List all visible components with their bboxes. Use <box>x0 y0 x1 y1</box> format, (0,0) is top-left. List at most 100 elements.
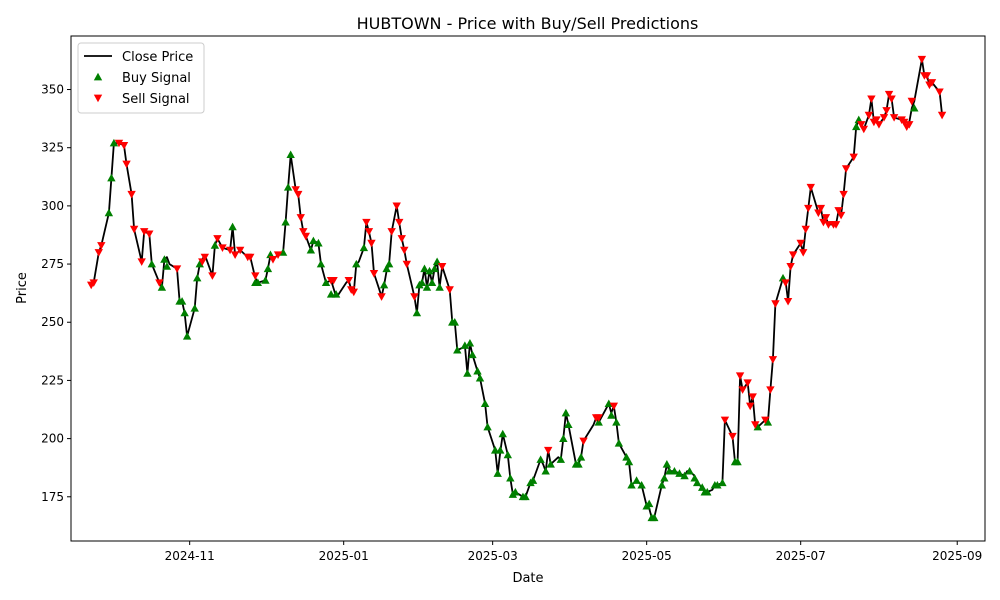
buy-signal-marker <box>261 276 270 284</box>
x-axis-label: Date <box>512 571 543 586</box>
sell-signal-marker <box>874 121 884 129</box>
buy-signal-marker <box>692 478 702 487</box>
sell-signal-marker <box>882 107 891 115</box>
buy-signal-marker <box>594 418 603 426</box>
sell-signal-marker <box>935 88 944 97</box>
sell-signal-marker <box>89 279 98 287</box>
x-tick-label: 2025-07 <box>776 549 826 563</box>
buy-signal-marker <box>412 308 422 317</box>
sell-signal-marker <box>927 79 937 87</box>
buy-signal-marker <box>453 345 462 354</box>
buy-signal-marker <box>157 283 167 291</box>
legend-entry-label: Buy Signal <box>122 71 191 86</box>
sell-signal-marker <box>922 72 932 80</box>
sell-signal-marker <box>273 251 283 259</box>
buy-signal-marker <box>460 341 470 349</box>
sell-signal-marker <box>397 235 406 243</box>
buy-signal-marker <box>195 259 204 268</box>
sell-signal-marker <box>743 379 752 387</box>
x-tick-label: 2025-01 <box>319 549 369 563</box>
y-tick-label: 350 <box>41 83 64 97</box>
buy-signal-marker <box>604 399 613 408</box>
buy-signal-marker <box>496 446 505 454</box>
buy-signal-marker <box>468 350 477 359</box>
sell-signal-marker <box>208 272 217 280</box>
sell-signal-marker <box>235 246 245 255</box>
sell-signal-marker <box>801 225 810 234</box>
sell-signal-marker <box>751 421 760 429</box>
sell-signal-marker <box>294 190 303 199</box>
sell-signal-marker <box>114 139 124 148</box>
buy-signal-marker <box>733 457 742 466</box>
legend-sell-swatch <box>93 94 103 103</box>
y-axis: 175 200 225 250 275 300 325 350 <box>41 83 71 504</box>
buy-signal-marker <box>107 173 116 182</box>
buy-signal-marker <box>493 469 502 477</box>
sell-signal-marker <box>251 272 260 280</box>
buy-signal-marker <box>574 460 583 468</box>
buy-signal-marker <box>210 241 220 249</box>
sell-signal-marker <box>129 225 139 234</box>
sell-signal-marker <box>127 190 136 199</box>
buy-signal-marker <box>685 466 694 475</box>
buy-signal-marker <box>713 480 722 489</box>
buy-signal-marker <box>528 476 538 484</box>
buy-signal-marker <box>286 150 295 159</box>
sell-signal-marker <box>783 297 793 306</box>
buy-signal-marker <box>228 222 237 231</box>
y-tick-label: 325 <box>41 141 64 155</box>
sell-signal-marker <box>225 246 235 255</box>
x-tick-label: 2025-03 <box>468 549 518 563</box>
sell-signal-marker <box>230 251 240 259</box>
sell-signal-marker <box>728 432 737 441</box>
sell-signal-marker <box>745 402 755 411</box>
buy-signal-marker <box>521 492 530 501</box>
buy-signal-marker <box>384 259 394 268</box>
buy-signal-marker <box>561 408 571 417</box>
sell-signal-marker <box>200 253 210 262</box>
buy-signal-marker <box>624 457 634 466</box>
x-tick-label: 2025-05 <box>622 549 672 563</box>
buy-signal-marker <box>910 103 919 112</box>
sell-signal-marker <box>905 121 914 129</box>
buy-signal-marker <box>559 434 568 442</box>
buy-signal-marker <box>498 429 507 438</box>
sell-signal-marker <box>917 55 927 64</box>
buy-signal-marker <box>278 248 288 256</box>
sell-signal-marker <box>364 228 374 236</box>
sell-signal-marker <box>761 416 770 425</box>
sell-signal-marker <box>122 160 131 169</box>
buy-signal-marker <box>627 480 636 489</box>
sell-signal-marker <box>816 204 826 213</box>
sell-signal-marker <box>377 293 386 301</box>
buy-signal-marker <box>147 259 156 268</box>
legend-entry-label: Close Price <box>122 50 193 65</box>
buy-signal-marker <box>283 183 293 191</box>
sell-signal-marker <box>400 246 409 255</box>
sell-signal-marker <box>119 142 129 150</box>
sell-signal-marker <box>145 230 154 239</box>
buy-signal-marker <box>422 283 432 291</box>
buy-signal-marker <box>425 266 434 275</box>
legend-entry-label: Sell Signal <box>122 92 190 107</box>
buy-signal-marker <box>359 243 369 252</box>
buy-signal-marker <box>480 399 490 408</box>
buy-signal-marker <box>309 236 318 245</box>
sell-signal-marker <box>395 218 404 227</box>
buy-signal-marker <box>556 455 566 463</box>
buy-signal-marker <box>420 264 429 273</box>
buy-signal-marker <box>182 332 192 340</box>
sell-signal-marker <box>329 276 338 285</box>
buy-signal-marker <box>632 476 641 484</box>
sell-signal-marker <box>821 214 831 222</box>
buy-signal-marker <box>306 245 316 254</box>
buy-signal-marker <box>511 487 520 496</box>
legend: Close Price Buy Signal Sell Signal <box>77 42 205 114</box>
sell-signal-marker <box>937 111 947 120</box>
buy-signal-marker <box>657 480 667 489</box>
sell-signal-marker <box>839 190 848 199</box>
y-tick-label: 275 <box>41 257 64 271</box>
sell-signal-marker <box>349 288 358 297</box>
buy-signal-marker <box>662 460 672 468</box>
